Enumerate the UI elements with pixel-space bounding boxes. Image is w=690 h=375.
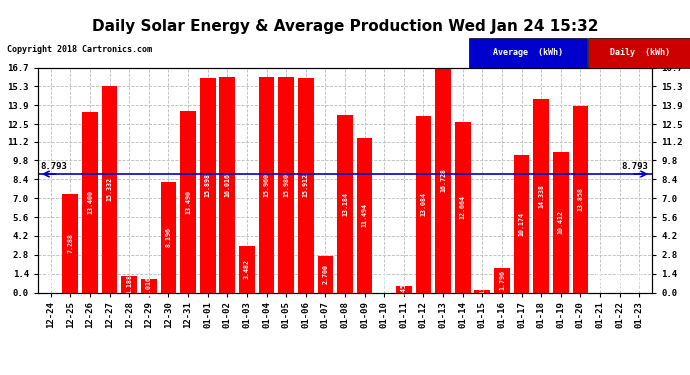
Bar bbox=[337, 115, 353, 292]
Bar bbox=[415, 116, 431, 292]
Bar bbox=[298, 78, 314, 292]
Text: 10.174: 10.174 bbox=[519, 212, 524, 236]
Text: 14.338: 14.338 bbox=[538, 184, 544, 208]
Bar bbox=[180, 111, 196, 292]
Text: 13.184: 13.184 bbox=[342, 192, 348, 216]
Text: 16.728: 16.728 bbox=[440, 168, 446, 192]
Bar bbox=[141, 279, 157, 292]
Bar bbox=[475, 290, 490, 292]
Bar bbox=[101, 86, 117, 292]
Text: 15.332: 15.332 bbox=[106, 177, 112, 201]
Text: 0.000: 0.000 bbox=[48, 270, 54, 291]
Text: 10.412: 10.412 bbox=[558, 210, 564, 234]
Text: 0.000: 0.000 bbox=[636, 270, 642, 291]
Bar bbox=[200, 78, 215, 292]
Text: 1.016: 1.016 bbox=[146, 276, 152, 296]
Text: 15.960: 15.960 bbox=[264, 173, 270, 197]
Text: 8.196: 8.196 bbox=[166, 227, 171, 247]
Bar bbox=[514, 155, 529, 292]
Text: 13.084: 13.084 bbox=[420, 192, 426, 216]
Text: 12.664: 12.664 bbox=[460, 195, 466, 219]
Bar bbox=[317, 256, 333, 292]
Bar bbox=[239, 246, 255, 292]
Text: 15.980: 15.980 bbox=[283, 173, 289, 197]
Text: 13.858: 13.858 bbox=[578, 187, 584, 211]
Text: 15.898: 15.898 bbox=[205, 173, 210, 197]
Bar bbox=[494, 268, 510, 292]
Bar bbox=[533, 99, 549, 292]
Text: 8.793: 8.793 bbox=[40, 162, 67, 171]
Text: 8.793: 8.793 bbox=[621, 162, 648, 171]
Bar bbox=[573, 106, 589, 292]
Text: 0.000: 0.000 bbox=[617, 270, 622, 291]
Text: 2.700: 2.700 bbox=[322, 264, 328, 284]
Text: Daily Solar Energy & Average Production Wed Jan 24 15:32: Daily Solar Energy & Average Production … bbox=[92, 19, 598, 34]
Bar bbox=[121, 276, 137, 292]
Text: 1.188: 1.188 bbox=[126, 274, 132, 294]
Bar bbox=[219, 77, 235, 292]
Text: 0.000: 0.000 bbox=[597, 270, 603, 291]
Text: 16.016: 16.016 bbox=[224, 172, 230, 196]
Bar bbox=[161, 182, 176, 292]
Bar bbox=[82, 112, 98, 292]
Bar bbox=[396, 286, 412, 292]
Bar bbox=[435, 67, 451, 292]
Bar bbox=[278, 77, 294, 292]
Bar bbox=[553, 152, 569, 292]
Text: Copyright 2018 Cartronics.com: Copyright 2018 Cartronics.com bbox=[7, 45, 152, 54]
Text: 15.912: 15.912 bbox=[303, 173, 308, 197]
Text: 3.482: 3.482 bbox=[244, 259, 250, 279]
Text: 0.000: 0.000 bbox=[382, 270, 387, 291]
Text: 0.154: 0.154 bbox=[480, 282, 485, 302]
Text: Daily  (kWh): Daily (kWh) bbox=[610, 48, 669, 57]
Text: 1.796: 1.796 bbox=[499, 270, 505, 290]
Bar bbox=[259, 78, 275, 292]
Bar bbox=[455, 122, 471, 292]
Text: 7.288: 7.288 bbox=[68, 233, 73, 254]
Bar bbox=[357, 138, 373, 292]
Text: Average  (kWh): Average (kWh) bbox=[493, 48, 563, 57]
Text: 13.490: 13.490 bbox=[185, 190, 191, 214]
Text: 0.450: 0.450 bbox=[401, 279, 407, 300]
Text: 13.400: 13.400 bbox=[87, 190, 93, 214]
Text: 11.494: 11.494 bbox=[362, 203, 368, 227]
Bar bbox=[63, 194, 78, 292]
